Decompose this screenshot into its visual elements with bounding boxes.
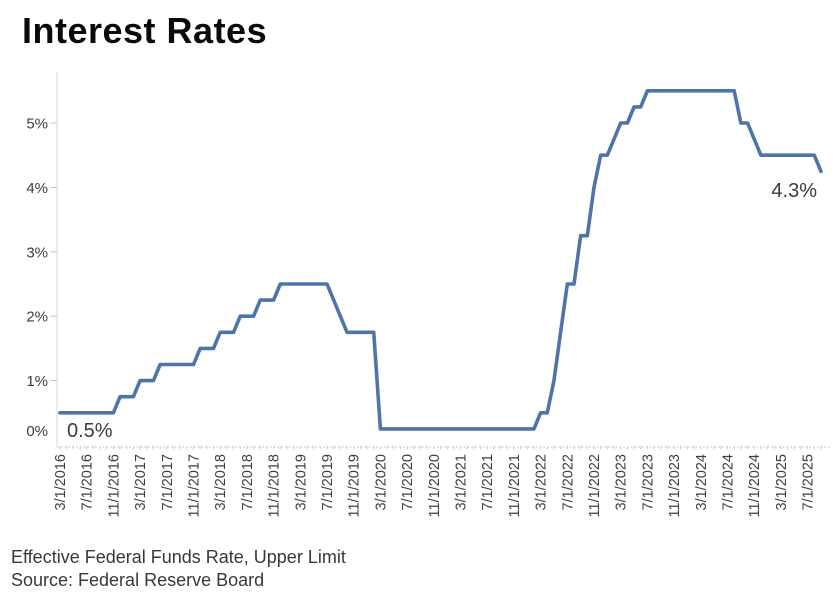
x-tick-label: 11/1/2019 (347, 454, 363, 517)
x-tick-label: 11/1/2018 (267, 454, 283, 517)
x-tick-label: 3/1/2020 (373, 454, 389, 510)
x-tick-label: 3/1/2018 (213, 454, 229, 510)
y-axis-label: 3% (26, 244, 48, 261)
x-tick-label: 3/1/2019 (293, 454, 309, 510)
y-axis-label: 4% (26, 180, 48, 197)
x-tick-label: 11/1/2017 (187, 454, 203, 517)
x-tick-label: 11/1/2020 (427, 454, 443, 517)
footer-series-label: Effective Federal Funds Rate, Upper Limi… (11, 547, 346, 567)
x-tick-label: 3/1/2016 (53, 454, 69, 510)
x-tick-label: 11/1/2024 (747, 454, 763, 517)
x-tick-label: 7/1/2023 (640, 454, 656, 510)
y-axis-label: 5% (26, 116, 48, 133)
x-tick-label: 7/1/2022 (560, 454, 576, 510)
x-axis-month-ticks (59, 446, 822, 450)
y-axis-label: 0% (26, 423, 48, 440)
x-tick-label: 11/1/2023 (667, 454, 683, 517)
x-tick-label: 11/1/2016 (106, 454, 122, 517)
start-value-label: 0.5% (67, 420, 113, 442)
x-tick-label: 7/1/2020 (400, 454, 416, 510)
x-tick-label: 3/1/2025 (774, 454, 790, 510)
chart-footer: Effective Federal Funds Rate, Upper Limi… (11, 546, 346, 592)
x-tick-label: 7/1/2025 (801, 454, 817, 510)
x-tick-label: 7/1/2021 (480, 454, 496, 510)
x-tick-label: 3/1/2023 (614, 454, 630, 510)
x-axis-date-labels: 3/1/2016 7/1/2016 11/1/2016 3/1/2017 7/1/201… (53, 454, 817, 517)
x-tick-label: 11/1/2022 (587, 454, 603, 517)
footer-source-label: Source: Federal Reserve Board (11, 570, 265, 590)
rate-line-group (58, 89, 823, 431)
x-tick-label: 7/1/2019 (320, 454, 336, 510)
y-axis-labels: 0% 1% 2% 3% 4% 5% (26, 116, 57, 440)
x-tick-label: 7/1/2018 (240, 454, 256, 510)
fed-funds-rate-chart: 0%1%2%3%4%5% 3/1/2016 7/1/2016 11/1/2016 3/… (26, 72, 831, 517)
x-tick-label: 3/1/2017 (133, 454, 149, 510)
x-tick-label: 7/1/2017 (160, 454, 176, 510)
x-tick-label: 11/1/2021 (507, 454, 523, 517)
x-tick-label: 7/1/2024 (721, 454, 737, 510)
x-tick-label: 3/1/2022 (534, 454, 550, 510)
y-axis-label: 2% (26, 309, 48, 326)
rate-line (58, 89, 823, 431)
page-title: Interest Rates (22, 10, 268, 51)
x-tick-label: 3/1/2024 (694, 454, 710, 510)
x-tick-label: 3/1/2021 (454, 454, 470, 510)
x-tick-label: 7/1/2016 (80, 454, 96, 510)
end-value-label: 4.3% (771, 180, 817, 202)
y-axis-label: 1% (26, 373, 48, 390)
